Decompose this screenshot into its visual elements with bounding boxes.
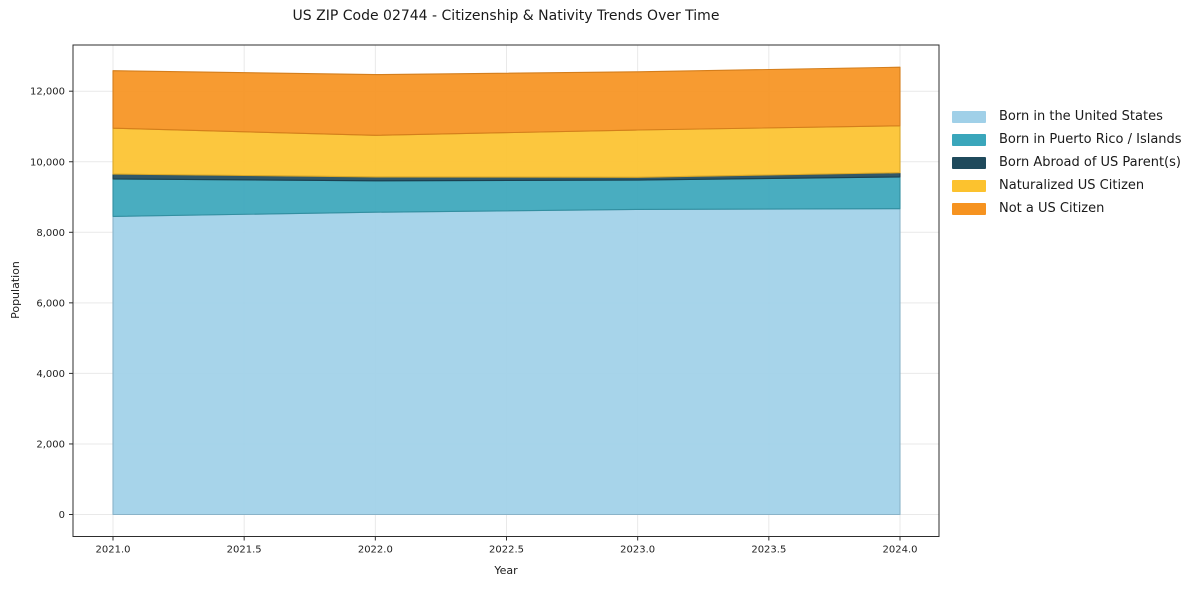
legend-swatch	[952, 156, 986, 169]
legend-label: Not a US Citizen	[999, 201, 1105, 216]
chart-title: US ZIP Code 02744 - Citizenship & Nativi…	[292, 8, 720, 24]
legend-item: Born in the United States	[952, 105, 1182, 128]
x-tick-label: 2023.5	[751, 545, 786, 556]
y-tick-label: 2,000	[36, 439, 65, 450]
legend-item: Not a US Citizen	[952, 197, 1182, 220]
y-tick-label: 6,000	[36, 298, 65, 309]
x-tick-label: 2022.5	[489, 545, 524, 556]
legend: Born in the United States Born in Puerto …	[952, 105, 1182, 220]
legend-label: Born in the United States	[999, 109, 1163, 124]
legend-swatch	[952, 202, 986, 215]
legend-swatch	[952, 110, 986, 123]
legend-label: Born in Puerto Rico / Islands	[999, 132, 1182, 147]
area-band	[112, 66, 901, 136]
legend-label: Born Abroad of US Parent(s)	[999, 155, 1181, 170]
legend-label: Naturalized US Citizen	[999, 178, 1145, 193]
x-tick-label: 2021.0	[96, 545, 131, 556]
y-tick-label: 8,000	[36, 228, 65, 239]
y-tick-label: 4,000	[36, 369, 65, 380]
area-band	[112, 125, 901, 178]
legend-item: Born Abroad of US Parent(s)	[952, 151, 1182, 174]
x-tick-label: 2021.5	[227, 545, 262, 556]
y-tick-label: 0	[59, 510, 65, 521]
legend-swatch	[952, 133, 986, 146]
x-axis-label: Year	[494, 564, 518, 577]
x-tick-label: 2024.0	[883, 545, 918, 556]
x-tick-label: 2022.0	[358, 545, 393, 556]
legend-item: Born in Puerto Rico / Islands	[952, 128, 1182, 151]
y-tick-label: 12,000	[30, 87, 65, 98]
legend-swatch	[952, 179, 986, 192]
y-axis-label: Population	[9, 261, 22, 319]
legend-item: Naturalized US Citizen	[952, 174, 1182, 197]
y-tick-label: 10,000	[30, 157, 65, 168]
x-tick-label: 2023.0	[620, 545, 655, 556]
area-band	[112, 208, 901, 516]
